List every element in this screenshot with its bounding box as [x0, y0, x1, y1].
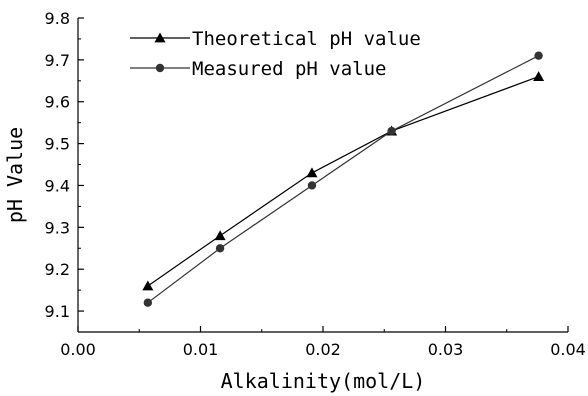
data-point [306, 167, 318, 178]
x-tick-label: 0.03 [428, 340, 464, 359]
x-tick-label: 0.01 [183, 340, 219, 359]
legend-marker [154, 32, 166, 43]
data-point [534, 51, 543, 60]
y-tick-label: 9.2 [45, 260, 70, 279]
chart-axes: 0.00 0.01 0.02 0.03 0.04 9.1 9.2 9.3 9.4 9.5 9.6 9.… [45, 9, 586, 359]
y-tick-label: 9.8 [45, 9, 70, 28]
chart-series [142, 51, 545, 307]
y-tick-label: 9.4 [45, 176, 70, 195]
y-tick-label: 9.1 [45, 302, 70, 321]
x-tick-label: 0.00 [60, 340, 96, 359]
x-tick-label: 0.04 [550, 340, 586, 359]
y-tick-label: 9.7 [45, 51, 70, 70]
legend-label: Theoretical pH value [192, 28, 421, 50]
chart-legend: Theoretical pH value Measured pH value [130, 28, 421, 80]
series-2 [143, 51, 543, 307]
x-axis-title: Alkalinity(mol/L) [221, 369, 426, 393]
series-line [147, 76, 539, 287]
data-point [533, 71, 545, 82]
series-line [147, 55, 539, 304]
data-point [215, 244, 225, 253]
x-tick-label: 0.02 [305, 340, 341, 359]
series-1 [142, 71, 545, 291]
data-point [214, 230, 226, 241]
data-point [143, 298, 153, 307]
y-tick-label: 9.5 [45, 135, 70, 154]
legend-label: Measured pH value [192, 58, 386, 80]
data-point [142, 280, 154, 291]
legend-item: Measured pH value [130, 58, 386, 80]
y-tick-label: 9.6 [45, 93, 70, 112]
legend-marker [155, 63, 165, 73]
data-point [307, 181, 317, 190]
y-axis-title: pH Value [3, 127, 27, 223]
legend-item: Theoretical pH value [130, 28, 421, 50]
y-tick-label: 9.3 [45, 218, 70, 237]
data-point [387, 126, 396, 136]
